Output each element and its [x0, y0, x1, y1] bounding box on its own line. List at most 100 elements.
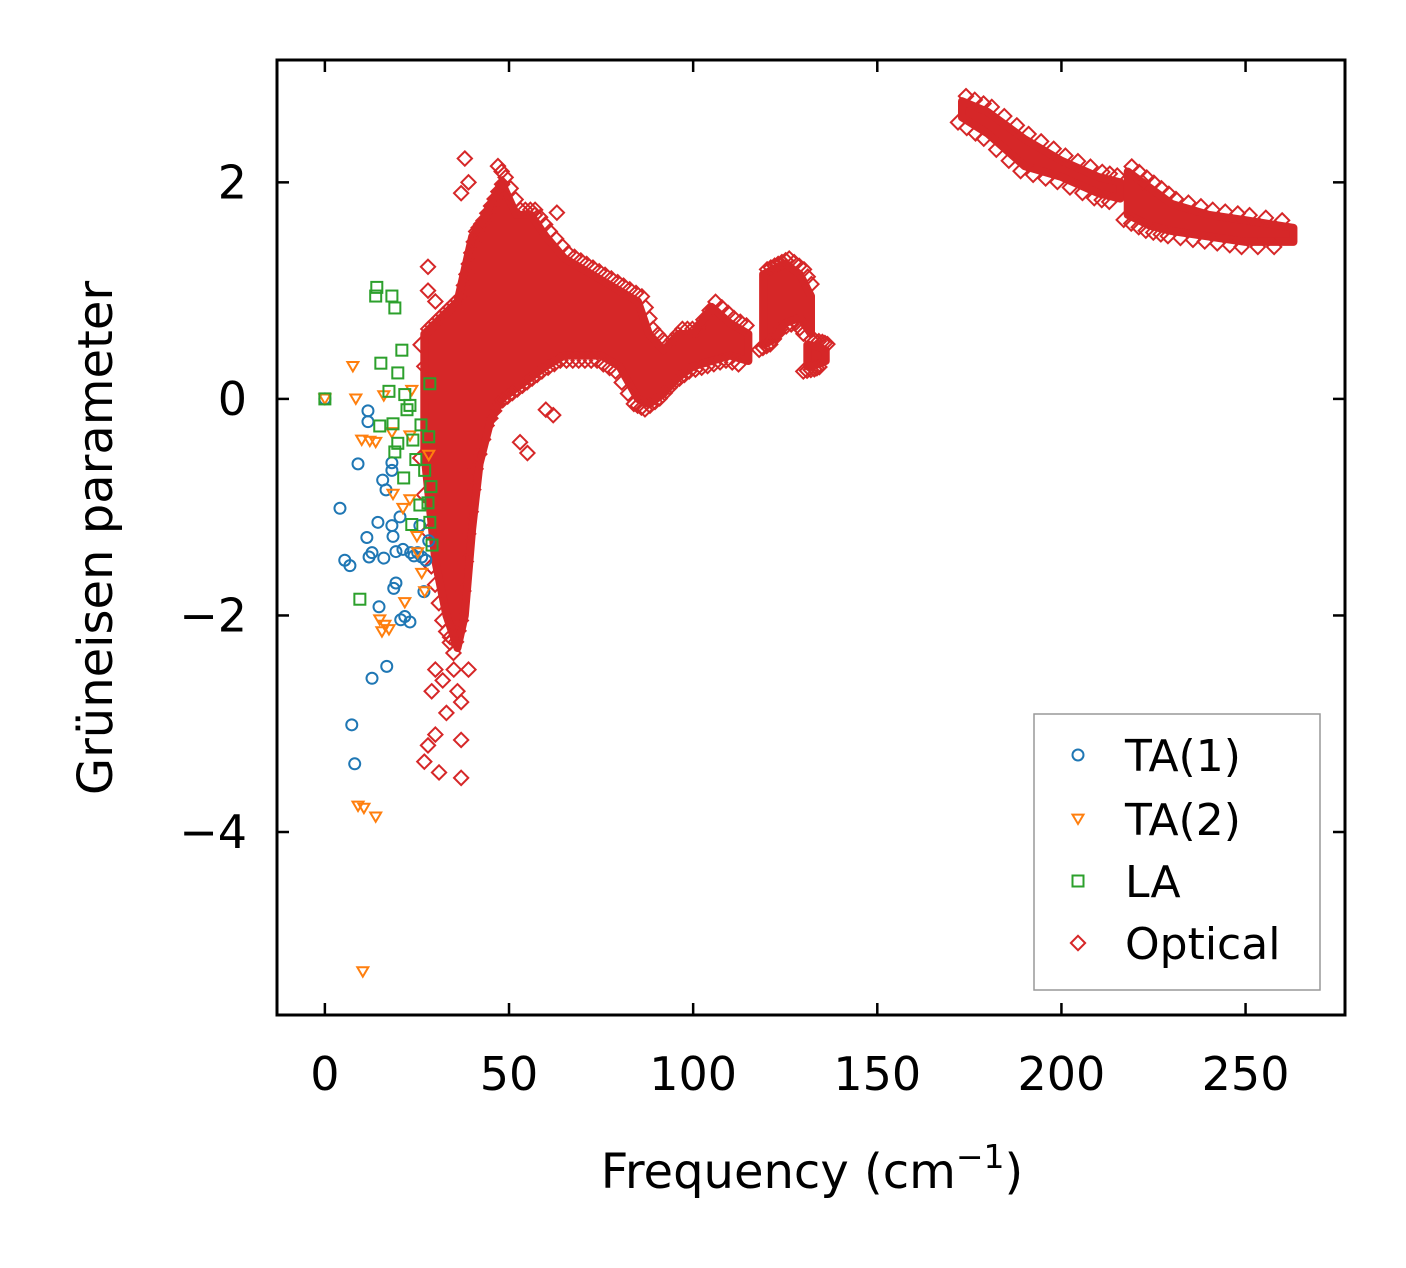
y-tick-label: 0: [218, 372, 247, 426]
optical-point: [670, 370, 688, 388]
la-point: [318, 392, 332, 406]
optical-point: [456, 149, 474, 168]
optical-point: [1257, 209, 1275, 227]
y-tick-label: 2: [218, 155, 247, 209]
optical-point: [582, 352, 600, 370]
la-point: [395, 343, 409, 357]
optical-point: [422, 557, 440, 575]
optical-point: [782, 315, 800, 333]
optical-point: [474, 430, 492, 448]
ta2-point: [384, 427, 400, 440]
optical-point: [613, 373, 631, 392]
optical-point: [508, 380, 526, 398]
la-point: [386, 417, 400, 431]
optical-point: [528, 366, 546, 384]
optical-point: [606, 362, 625, 380]
la-point: [403, 398, 417, 412]
optical-point: [1145, 174, 1163, 192]
optical-point: [636, 400, 654, 418]
optical-point: [791, 319, 809, 337]
ta1-point: [351, 457, 365, 471]
ta2-point: [355, 966, 371, 979]
la-point: [418, 463, 432, 477]
optical-point: [705, 355, 723, 373]
optical-point: [493, 162, 511, 181]
optical-point: [430, 594, 448, 612]
optical-point: [470, 445, 488, 463]
series-ta2: [317, 361, 436, 979]
la-point: [353, 592, 367, 606]
ta1-point: [361, 404, 375, 418]
ta1-point: [389, 576, 403, 590]
x-tick-label: 150: [833, 1047, 921, 1101]
optical-point: [1241, 206, 1259, 224]
ta2-point: [354, 434, 369, 447]
optical-point: [737, 316, 756, 335]
optical-point: [452, 184, 470, 202]
optical-point: [794, 325, 813, 343]
la-point: [406, 433, 420, 447]
optical-point: [987, 141, 1005, 159]
optical-point: [455, 276, 473, 294]
optical-point: [513, 377, 531, 395]
ta1-point: [372, 600, 386, 614]
optical-point: [1081, 158, 1100, 176]
optical-point: [1000, 152, 1018, 170]
optical-point: [632, 399, 650, 417]
optical-point: [758, 260, 776, 278]
optical-point: [966, 124, 985, 142]
optical-point: [447, 633, 465, 651]
optical-point: [459, 661, 478, 679]
optical-point: [664, 331, 682, 349]
optical-point: [1152, 179, 1170, 197]
optical-point: [426, 725, 444, 744]
optical-point: [1122, 214, 1140, 233]
ta1-point: [365, 546, 379, 560]
x-tick-label: 200: [1018, 1047, 1106, 1101]
optical-point: [426, 576, 444, 594]
ticks: 0 50 100 150 200 250 2 0 −2 −4: [179, 60, 1345, 1101]
ta2-point: [385, 488, 401, 502]
optical-point: [419, 258, 437, 276]
optical-point: [1115, 211, 1133, 229]
optical-point: [1045, 140, 1063, 158]
optical-point: [1159, 227, 1177, 245]
optical-point: [683, 320, 702, 338]
axes-frame: [275, 58, 1347, 1017]
optical-point: [949, 113, 967, 131]
optical-point: [511, 433, 529, 451]
optical-point: [717, 352, 735, 370]
optical-point: [651, 389, 669, 408]
ta2-point: [368, 436, 383, 450]
optical-point: [1020, 125, 1038, 143]
la-point: [369, 289, 383, 303]
optical-point: [754, 339, 772, 357]
legend-marker-circle: [1071, 748, 1085, 762]
ta1-point: [393, 510, 407, 524]
optical-point: [1123, 157, 1141, 176]
optical-point: [533, 362, 551, 380]
optical-point: [1069, 152, 1087, 170]
optical-point: [641, 397, 659, 415]
optical-point: [576, 352, 594, 370]
optical-point: [452, 731, 470, 749]
optical-point: [415, 753, 433, 771]
optical-point: [1160, 185, 1178, 203]
optical-point: [810, 332, 828, 350]
optical-point: [818, 335, 836, 353]
optical-point: [523, 370, 541, 388]
ta1-point: [404, 546, 418, 560]
optical-point: [1073, 184, 1092, 202]
optical-point: [551, 352, 569, 370]
optical-point: [466, 460, 485, 478]
la-point: [388, 301, 402, 315]
x-axis-label-superscript: −1: [956, 1137, 1005, 1176]
optical-point: [459, 525, 477, 543]
optical-point: [795, 260, 813, 278]
legend-marker-diamond: [1069, 934, 1087, 952]
la-point: [423, 377, 437, 391]
x-axis-label: Frequency (cm−1): [601, 1137, 1024, 1200]
optical-point: [452, 769, 470, 787]
optical-point: [419, 282, 437, 300]
optical-point: [462, 244, 480, 262]
